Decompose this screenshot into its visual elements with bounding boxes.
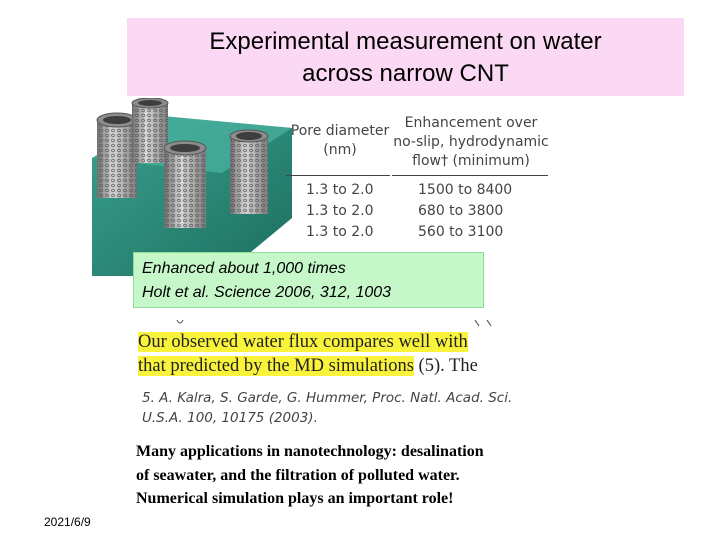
quote-highlight-1: Our observed water flux compares well wi… <box>138 332 468 352</box>
table-row: 1.3 to 2.0 1500 to 8400 <box>280 182 570 202</box>
quote-highlight-2: that predicted by the MD simulations <box>138 356 414 376</box>
nanotube-back <box>131 98 169 163</box>
header-rule-right <box>392 175 548 176</box>
enhancement-cell: 560 to 3100 <box>418 224 504 240</box>
reference-line-2: U.S.A. 100, 10175 (2003). <box>142 410 318 426</box>
callout-line-2: Holt et al. Science 2006, 312, 1003 <box>142 284 392 301</box>
clipped-text-fragment <box>176 319 492 327</box>
cnt-membrane-illustration <box>92 98 292 276</box>
slide-date: 2021/6/9 <box>44 515 91 529</box>
applications-paragraph: Many applications in nanotechnology: des… <box>136 440 606 511</box>
pore-cell: 1.3 to 2.0 <box>306 203 374 219</box>
nanotube-right <box>229 129 269 214</box>
header-enhancement: Enhancement over no-slip, hydrodynamic f… <box>393 115 549 169</box>
enhancement-cell: 1500 to 8400 <box>418 182 513 198</box>
quote-line-2: that predicted by the MD simulations (5)… <box>138 354 478 378</box>
nanotube-center <box>163 140 207 228</box>
title-line-1: Experimental measurement on water <box>209 28 602 55</box>
title-line-2: across narrow CNT <box>302 60 509 87</box>
applications-line-2: of seawater, and the filtration of pollu… <box>136 466 460 484</box>
applications-line-3: Numerical simulation plays an important … <box>136 490 454 507</box>
header-rule-left <box>286 175 390 176</box>
nanotube-left <box>96 112 138 198</box>
enhancement-cell: 680 to 3800 <box>418 203 504 219</box>
quote-line-1: Our observed water flux compares well wi… <box>138 330 478 354</box>
quote-tail: (5). The <box>413 356 478 376</box>
table-row: 1.3 to 2.0 680 to 3800 <box>280 203 570 223</box>
applications-line-1: Many applications in nanotechnology: des… <box>136 443 484 460</box>
slide-title: Experimental measurement on water across… <box>127 26 684 90</box>
reference-line-1: 5. A. Kalra, S. Garde, G. Hummer, Proc. … <box>142 390 513 406</box>
enhancement-callout <box>133 252 484 308</box>
table-row: 1.3 to 2.0 560 to 3100 <box>280 224 570 244</box>
enhancement-table: Pore diameter (nm) Enhancement over no-s… <box>280 112 570 252</box>
pore-cell: 1.3 to 2.0 <box>306 182 374 198</box>
pore-cell: 1.3 to 2.0 <box>306 224 374 240</box>
title-banner <box>127 18 684 96</box>
header-pore-diameter: Pore diameter (nm) <box>290 123 390 158</box>
callout-line-1: Enhanced about 1,000 times <box>142 260 346 277</box>
paper-quote: Our observed water flux compares well wi… <box>138 330 478 378</box>
